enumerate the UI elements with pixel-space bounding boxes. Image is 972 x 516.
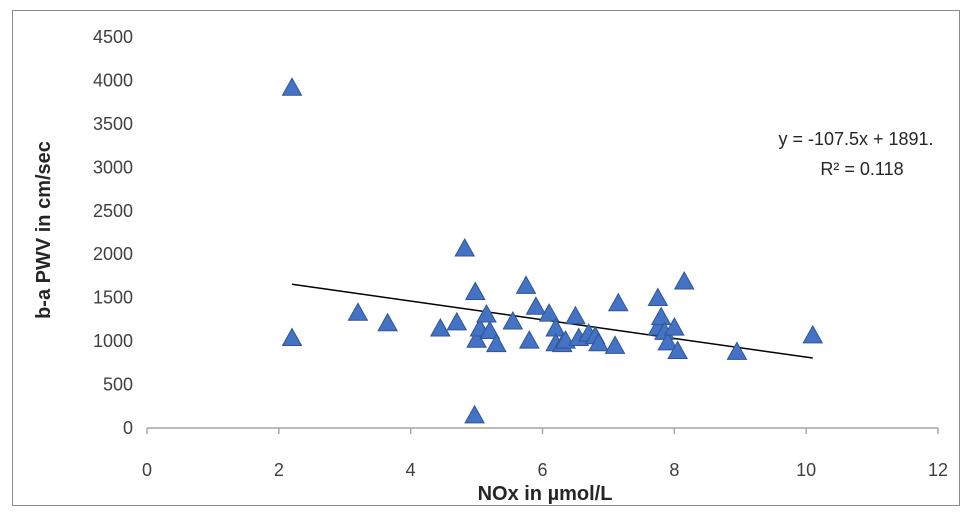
data-point	[446, 311, 468, 331]
data-point	[647, 287, 669, 307]
x-tick-label: 4	[406, 460, 416, 480]
y-tick-label: 4000	[93, 70, 133, 90]
data-point	[588, 332, 609, 352]
data-point	[607, 292, 629, 312]
y-tick-label: 3500	[93, 114, 133, 134]
x-tick-label: 6	[537, 460, 547, 480]
data-point	[650, 306, 672, 326]
data-point	[454, 237, 476, 257]
data-point	[657, 331, 679, 351]
y-tick-label: 1500	[93, 288, 133, 308]
data-point	[515, 275, 537, 294]
x-tick-label: 10	[796, 460, 816, 480]
data-point	[502, 310, 524, 330]
data-point	[429, 317, 451, 337]
data-point	[565, 305, 586, 325]
data-point	[377, 312, 398, 332]
data-point	[538, 303, 560, 322]
x-axis-title: NOx in µmol/L	[478, 483, 613, 505]
x-tick-label: 0	[142, 460, 152, 480]
data-point	[281, 77, 303, 96]
chart-frame	[12, 10, 960, 506]
y-tick-label: 2500	[93, 201, 133, 221]
x-tick-label: 8	[669, 460, 679, 480]
x-axis-ticks: 0 2 4 6 8 10 12	[142, 428, 948, 480]
data-point	[476, 304, 497, 323]
y-tick-label: 3000	[93, 157, 133, 177]
y-axis-ticks: 0 500 1000 1500 2000 2500 3000 3500 4000 4500	[93, 27, 133, 438]
y-tick-label: 500	[103, 375, 133, 395]
data-point	[479, 320, 501, 340]
y-tick-label: 0	[123, 418, 133, 438]
data-points	[281, 77, 824, 424]
data-point	[802, 324, 824, 344]
x-tick-label: 2	[274, 460, 284, 480]
data-point	[604, 335, 626, 354]
data-point	[464, 281, 486, 300]
data-point	[726, 341, 748, 360]
data-point	[347, 302, 369, 321]
x-tick-label: 12	[928, 460, 948, 480]
y-tick-label: 2000	[93, 244, 133, 264]
trendline-equation: y = -107.5x + 1891.	[778, 129, 933, 149]
y-tick-label: 1000	[93, 331, 133, 351]
y-tick-label: 4500	[93, 27, 133, 47]
data-point	[486, 333, 507, 353]
trendline-r2: R² = 0.118	[820, 159, 903, 179]
data-point	[673, 271, 695, 290]
data-point	[525, 296, 547, 315]
data-point	[663, 317, 685, 336]
data-point	[667, 340, 688, 360]
data-point	[464, 404, 485, 424]
y-axis-title: b-a PWV in cm/sec	[33, 141, 55, 319]
data-point	[281, 327, 303, 347]
data-point	[518, 330, 540, 349]
